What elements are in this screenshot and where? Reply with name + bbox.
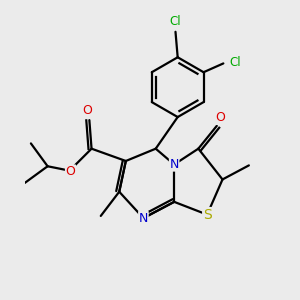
Text: Cl: Cl <box>230 56 241 69</box>
Text: S: S <box>203 208 212 222</box>
Text: N: N <box>139 212 148 225</box>
Text: N: N <box>169 158 179 171</box>
Text: Cl: Cl <box>170 15 181 28</box>
Text: O: O <box>215 111 225 124</box>
Text: O: O <box>82 104 92 117</box>
Text: O: O <box>65 165 75 178</box>
